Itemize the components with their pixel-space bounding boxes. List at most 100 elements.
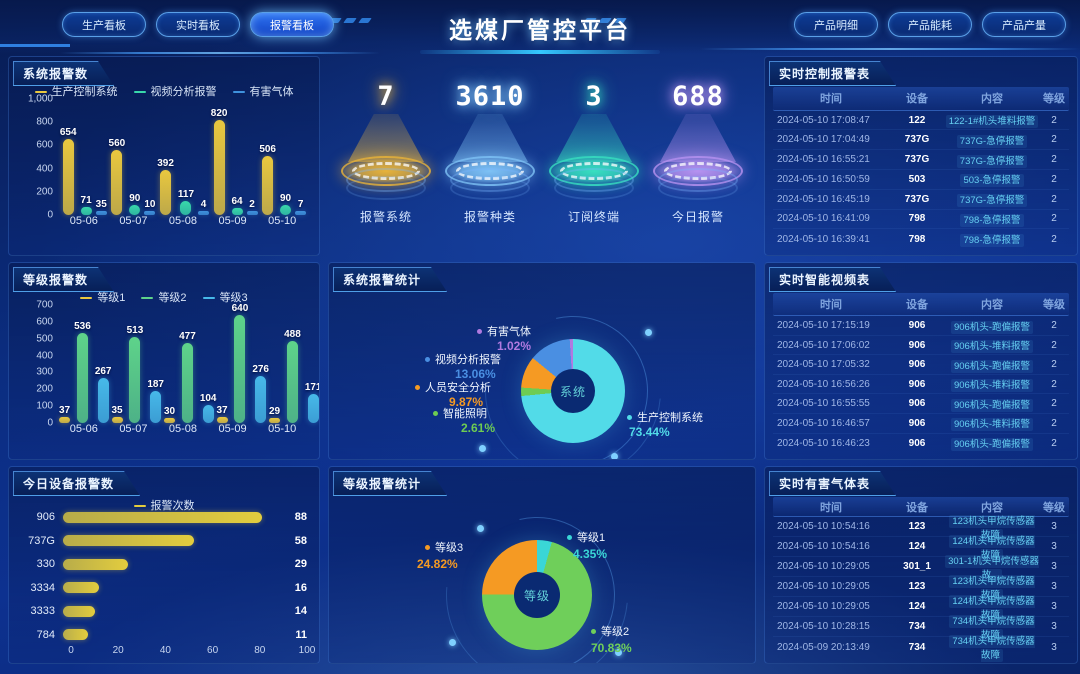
x-axis-labels: 05-06 05-07 05-08 05-09 05-10 — [59, 215, 307, 231]
table-cell: 124 — [908, 601, 926, 612]
bar — [62, 139, 74, 215]
hbar-value-label: 14 — [294, 605, 307, 618]
table-row: 2024-05-10 16:50:59 503 503-急停报警 2 — [773, 170, 1069, 190]
table-cell: 3 — [1051, 541, 1057, 552]
table-row: 2024-05-09 20:13:49 734 734机头甲烷传感器故障 3 — [773, 635, 1069, 662]
system-stats-donut-chart: 系统 生产控制系统 73.44% 视频分析报警 13.06% 人员安全分析 9.87% 智能照… — [329, 267, 755, 459]
y-axis-tick: 300 — [36, 366, 53, 378]
platform-echo — [450, 176, 530, 200]
kpi-label: 报警系统 — [359, 210, 412, 224]
legend-item: 等级2 — [141, 289, 187, 305]
bar-value-label: 536 — [74, 320, 91, 332]
hbar-category-label: 906 — [36, 511, 55, 523]
donut-center-label: 等级 — [514, 572, 560, 618]
bar — [150, 391, 162, 423]
slice-percentage: 1.02% — [497, 339, 532, 353]
table-row: 2024-05-10 10:29:05 124 124机头甲烷传感器故障 3 — [773, 594, 1069, 622]
table-cell: 2 — [1051, 114, 1057, 126]
bar-value-label: 117 — [177, 189, 195, 201]
bar-value-label: 820 — [210, 107, 228, 119]
kpi-label: 今日报警 — [671, 210, 724, 224]
table-cell: 2 — [1051, 398, 1057, 410]
arc-dot — [611, 453, 618, 459]
system-alarms-bar-chart: 生产控制系统 视频分析报警 有害气体 0 200 400 600 800 1,000 654 71 3… — [17, 83, 311, 251]
x-axis-tick: 05-09 — [218, 215, 247, 227]
x-axis-tick: 05-08 — [168, 423, 198, 435]
kpi-label: 订阅终端 — [567, 210, 620, 224]
y-axis-tick: 400 — [36, 163, 53, 175]
kpi-light-beam — [452, 114, 528, 162]
slice-percentage: 2.61% — [461, 421, 496, 435]
y-axis-tick: 400 — [36, 350, 53, 362]
table-cell: 906 — [908, 359, 926, 371]
bar-wrap: 90 — [280, 193, 291, 215]
bar-group: 35 513 187 — [112, 305, 164, 423]
table-cell: 124机头甲烷传感器故障 — [945, 593, 1039, 622]
hbar — [63, 511, 262, 523]
panel-title-video-table: 实时智能视频表 — [769, 267, 896, 292]
slice-label: 有害气体 — [477, 323, 531, 339]
table-cell: 906 — [908, 437, 926, 449]
table-header-cell: 等级 — [1043, 299, 1065, 312]
table-row: 2024-05-10 17:15:19 906 906机头-跑偏报警 2 — [773, 316, 1069, 336]
bar — [160, 169, 172, 215]
bar-wrap: 104 — [200, 393, 217, 423]
x-axis-tick: 20 — [112, 645, 124, 656]
bar-wrap: 488 — [284, 329, 301, 423]
table-cell: 798 — [908, 213, 926, 225]
bar-wrap: 37 — [217, 405, 228, 423]
table-cell: 123 — [908, 521, 926, 532]
table-cell: 906机头-跑偏报警 — [945, 319, 1039, 334]
bar-value-label: 2 — [249, 199, 255, 210]
chart-legend: 等级1 等级2 等级3 — [17, 289, 311, 305]
bar-wrap: 267 — [95, 366, 112, 423]
table-cell: 2 — [1051, 437, 1057, 449]
table-cell: 2024-05-10 16:45:19 — [777, 193, 870, 205]
y-axis-tick: 600 — [36, 316, 53, 328]
slice-percentage: 4.35% — [573, 547, 608, 561]
main-grid: 系统报警数 生产控制系统 视频分析报警 有害气体 0 200 400 600 800 1,000… — [0, 54, 1080, 664]
nav-button-产品能耗[interactable]: 产品能耗 — [888, 12, 972, 37]
slice-label-dot — [477, 328, 482, 334]
bar — [144, 211, 156, 215]
header-decoration-line — [60, 52, 380, 54]
bar-value-label: 477 — [179, 330, 196, 342]
nav-button-实时看板[interactable]: 实时看板 — [156, 12, 240, 37]
table-row: 2024-05-10 17:04:49 737G 737G-急停报警 2 — [773, 130, 1069, 151]
kpi-platform — [438, 156, 542, 202]
bar-group: 506 90 7 — [259, 99, 307, 215]
bar-wrap: 10 — [144, 199, 155, 215]
table-header-cell: 时间 — [820, 299, 842, 312]
table-cell: 737G-急停报警 — [945, 192, 1039, 208]
y-axis-tick: 1,000 — [27, 93, 53, 105]
hbar-row: 784 11 — [19, 629, 307, 641]
hbar — [63, 535, 194, 547]
chart-plot-area: 0 200 400 600 800 1,000 654 71 35 560 90 10 392 117 4 8… — [28, 94, 307, 221]
nav-button-产品产量[interactable]: 产品产量 — [982, 12, 1066, 37]
left-nav: 生产看板 实时看板 报警看板 — [62, 12, 334, 37]
slice-label: 人员安全分析 — [415, 379, 491, 395]
table-cell: 2024-05-10 17:15:19 — [777, 320, 870, 332]
bar-value-label: 90 — [129, 192, 141, 204]
bar — [280, 204, 292, 215]
slice-label-dot — [567, 534, 572, 540]
nav-button-产品明细[interactable]: 产品明细 — [794, 12, 878, 37]
bar-value-label: 10 — [144, 199, 156, 210]
bar-value-label: 30 — [164, 405, 176, 417]
table-cell: 906 — [908, 339, 926, 351]
bar-wrap: 276 — [252, 364, 269, 423]
bar — [216, 416, 228, 423]
bar — [59, 416, 71, 423]
slice-label-dot — [433, 410, 438, 416]
table-cell: 503-急停报警 — [945, 172, 1039, 188]
x-axis-tick: 05-10 — [268, 215, 297, 227]
table-cell: 906 — [908, 320, 926, 332]
table-cell: 2 — [1051, 320, 1057, 332]
table-cell: 3 — [1051, 581, 1057, 592]
kpi-light-beam — [660, 114, 736, 162]
nav-button-生产看板[interactable]: 生产看板 — [62, 12, 146, 37]
bar — [202, 405, 214, 423]
table-row: 2024-05-10 16:46:23 906 906机头-跑偏报警 2 — [773, 434, 1069, 453]
table-cell: 2024-05-10 10:28:15 — [777, 621, 870, 632]
nav-button-报警看板[interactable]: 报警看板 — [250, 12, 334, 37]
